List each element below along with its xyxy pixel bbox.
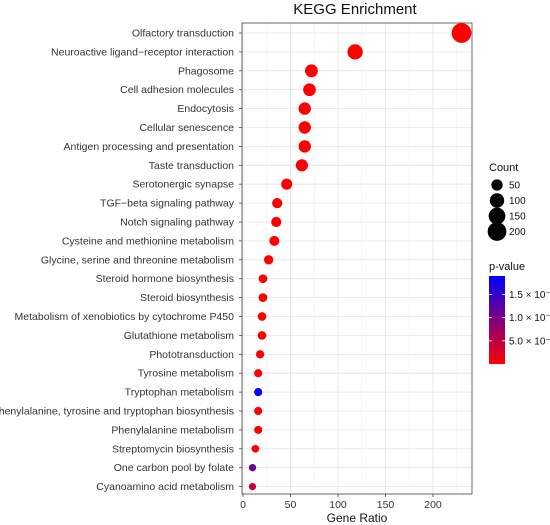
data-point (258, 274, 268, 284)
data-point (304, 64, 318, 78)
data-point (269, 235, 280, 246)
category-label: Phenylalanine metabolism (111, 424, 234, 436)
category-label: Cysteine and methionine metabolism (62, 235, 234, 247)
category-label: Taste transduction (149, 160, 234, 172)
data-point (263, 255, 274, 265)
category-label: Phenylalanine, tyrosine and tryptophan b… (0, 406, 234, 418)
pvalue-legend-title: p-value (489, 261, 525, 273)
category-label: Neuroactive ligand−receptor interaction (51, 46, 234, 58)
category-label: Notch signaling pathway (120, 217, 235, 229)
count-legend-title: Count (489, 162, 518, 174)
count-legend: Count 50 100 150 200 (487, 162, 526, 241)
data-point (281, 178, 293, 190)
category-label: Serotonergic synapse (132, 179, 234, 191)
count-legend-key (489, 193, 505, 208)
category-label: Tyrosine metabolism (138, 368, 235, 380)
data-point (248, 464, 257, 472)
category-label: Cyanoamino acid metabolism (96, 481, 234, 493)
data-point (258, 293, 268, 302)
category-label: Phagosome (178, 65, 234, 77)
data-point (255, 350, 265, 359)
category-label: Steroid hormone biosynthesis (96, 273, 234, 285)
chart-title: KEGG Enrichment (293, 1, 417, 18)
data-point (257, 312, 267, 321)
x-axis-title: Gene Ratio (327, 511, 388, 525)
category-label: TGF−beta signaling pathway (100, 198, 235, 210)
category-label: Endocytosis (177, 103, 234, 115)
x-tick-label: 100 (329, 499, 347, 511)
count-legend-label: 150 (509, 212, 526, 223)
category-label: Antigen processing and presentation (64, 141, 235, 153)
count-legend-key (491, 179, 503, 191)
pvalue-legend: p-value 1.5 × 10⁻⁵ 1.0 × 10⁻⁵ 5.0 × 10⁻⁶ (489, 261, 550, 364)
data-point (251, 444, 260, 453)
data-point (347, 44, 363, 60)
category-label: Olfactory transduction (132, 28, 234, 40)
count-legend-key (487, 222, 507, 241)
data-point (303, 83, 316, 97)
plot-frame (241, 22, 473, 495)
data-point (298, 102, 311, 115)
count-legend-label: 100 (509, 196, 526, 207)
plot-grid (242, 23, 472, 494)
count-legend-label: 200 (509, 227, 526, 238)
category-label: Metabolism of xenobiotics by cytochrome … (15, 311, 235, 323)
category-label: Cell adhesion molecules (120, 84, 234, 96)
x-tick-label: 0 (240, 499, 246, 511)
category-label: Cellular senescence (139, 122, 234, 134)
data-point (254, 369, 263, 378)
category-label: Phototransduction (149, 349, 234, 361)
data-point (254, 406, 263, 416)
category-labels: Olfactory transduction Neuroactive ligand… (0, 28, 242, 493)
data-points (248, 23, 472, 491)
category-label: Tryptophan metabolism (125, 387, 235, 399)
data-point (295, 159, 308, 172)
data-point (254, 388, 263, 397)
category-label: One carbon pool by folate (114, 462, 234, 474)
x-tick-label: 150 (377, 499, 395, 511)
x-axis-ticks: 0 50 100 150 200 (240, 494, 442, 511)
category-label: Glycine, serine and threonine metabolism (41, 254, 234, 266)
data-point (272, 197, 283, 209)
data-point (298, 121, 311, 134)
data-point (254, 425, 263, 434)
data-point (298, 140, 311, 153)
count-legend-key (488, 207, 506, 225)
category-label: Steroid biosynthesis (140, 292, 234, 304)
count-legend-label: 50 (509, 181, 521, 192)
category-label: Glutathione metabolism (124, 330, 235, 342)
x-tick-label: 50 (285, 499, 297, 511)
data-point (271, 216, 282, 228)
pvalue-legend-label: 5.0 × 10⁻⁶ (509, 336, 550, 347)
pvalue-colorbar (489, 276, 505, 364)
data-point (257, 331, 267, 340)
pvalue-legend-label: 1.0 × 10⁻⁵ (509, 313, 550, 324)
x-tick-label: 200 (424, 499, 442, 511)
data-point (248, 482, 257, 491)
data-point (451, 23, 472, 43)
category-label: Streptomycin biosynthesis (112, 443, 234, 455)
pvalue-legend-label: 1.5 × 10⁻⁵ (509, 290, 550, 301)
